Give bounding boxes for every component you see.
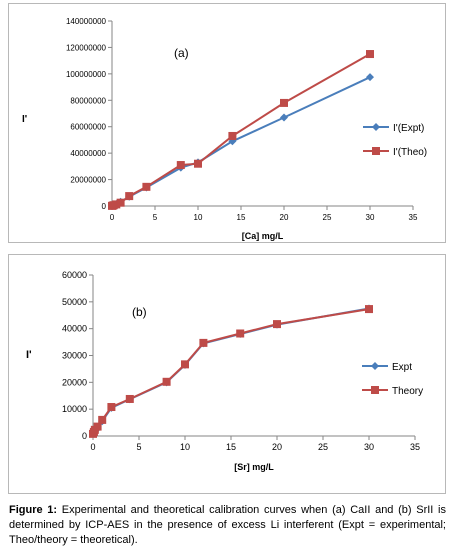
legend-label: Theory bbox=[392, 386, 423, 397]
chart-frame bbox=[8, 254, 446, 494]
y-tick-label: 60000 bbox=[62, 270, 87, 280]
y-axis-label: I' bbox=[22, 114, 27, 125]
y-tick-label: 0 bbox=[82, 431, 87, 441]
x-tick-label: 5 bbox=[136, 442, 141, 452]
data-point-marker bbox=[181, 360, 189, 369]
data-point-marker bbox=[98, 415, 107, 424]
x-tick-label: 30 bbox=[366, 213, 375, 222]
legend-label: I'(Expt) bbox=[393, 123, 424, 134]
data-point-marker bbox=[199, 338, 208, 347]
x-tick-label: 25 bbox=[318, 442, 328, 452]
x-tick-label: 15 bbox=[226, 442, 236, 452]
y-tick-label: 20000000 bbox=[70, 176, 106, 185]
x-tick-label: 30 bbox=[364, 442, 374, 452]
x-tick-label: 20 bbox=[280, 213, 289, 222]
y-tick-label: 140000000 bbox=[66, 17, 107, 26]
figure-caption: Figure 1: Experimental and theoretical c… bbox=[9, 503, 446, 548]
data-point-marker bbox=[116, 198, 125, 207]
data-point-marker bbox=[194, 159, 202, 168]
x-tick-label: 5 bbox=[153, 213, 158, 222]
legend-marker bbox=[371, 386, 379, 394]
data-point-marker bbox=[112, 200, 121, 209]
x-tick-label: 10 bbox=[180, 442, 190, 452]
y-tick-label: 30000 bbox=[62, 351, 87, 361]
panel-label: (b) bbox=[132, 305, 147, 319]
chart-frame bbox=[8, 3, 446, 243]
x-tick-label: 35 bbox=[410, 442, 420, 452]
chart-panel-a: 0 20000000 40000000 60000000 80000000 1000000… bbox=[8, 3, 446, 243]
y-tick-label: 0 bbox=[102, 202, 107, 211]
x-tick-label: 25 bbox=[323, 213, 332, 222]
x-tick-label: 20 bbox=[272, 442, 282, 452]
y-tick-label: 20000 bbox=[62, 377, 87, 387]
x-tick-label: 10 bbox=[194, 213, 203, 222]
y-tick-label: 40000 bbox=[62, 324, 87, 334]
panel-label: (a) bbox=[174, 46, 189, 60]
data-point-marker bbox=[162, 377, 171, 386]
y-tick-label: 80000000 bbox=[70, 96, 106, 105]
x-tick-label: 15 bbox=[237, 213, 246, 222]
data-point-marker bbox=[273, 320, 281, 329]
data-point-marker bbox=[125, 394, 134, 403]
y-tick-label: 100000000 bbox=[66, 70, 107, 79]
y-tick-label: 40000000 bbox=[70, 149, 106, 158]
data-point-marker bbox=[365, 305, 373, 314]
y-tick-label: 10000 bbox=[62, 404, 87, 414]
legend-label: Expt bbox=[392, 362, 412, 373]
y-tick-label: 50000 bbox=[62, 297, 87, 307]
y-axis-label: I' bbox=[26, 349, 32, 361]
data-point-marker bbox=[176, 161, 185, 170]
x-axis-label: [Sr] mg/L bbox=[234, 462, 274, 472]
y-tick-label: 120000000 bbox=[66, 43, 107, 52]
caption-text: Experimental and theoretical calibration… bbox=[9, 504, 447, 546]
legend-marker bbox=[372, 147, 380, 155]
chart-b-svg: 0 10000 20000 30000 40000 50000 60000 0 5 10 15 20 2… bbox=[26, 270, 423, 472]
caption-lead: Figure 1: bbox=[9, 504, 58, 516]
legend-label: I'(Theo) bbox=[393, 147, 427, 158]
data-point-marker bbox=[236, 329, 245, 338]
legend-marker bbox=[372, 123, 380, 131]
x-tick-label: 0 bbox=[90, 442, 95, 452]
data-point-marker bbox=[280, 98, 288, 107]
data-point-marker bbox=[366, 50, 374, 59]
data-point-marker bbox=[107, 403, 116, 412]
chart-a-svg: 0 20000000 40000000 60000000 80000000 1000000… bbox=[22, 17, 427, 241]
data-point-marker bbox=[125, 192, 134, 201]
x-axis-label: [Ca] mg/L bbox=[242, 231, 284, 241]
data-point-marker bbox=[366, 73, 374, 82]
x-tick-label: 0 bbox=[110, 213, 115, 222]
data-point-marker bbox=[228, 131, 237, 140]
data-point-marker bbox=[142, 182, 151, 191]
legend-marker bbox=[371, 362, 379, 370]
data-point-marker bbox=[280, 113, 288, 122]
x-tick-label: 35 bbox=[409, 213, 418, 222]
y-tick-label: 60000000 bbox=[70, 123, 106, 132]
chart-panel-b: 0 10000 20000 30000 40000 50000 60000 0 5 10 15 20 2… bbox=[8, 254, 446, 494]
data-point-marker bbox=[93, 422, 102, 431]
